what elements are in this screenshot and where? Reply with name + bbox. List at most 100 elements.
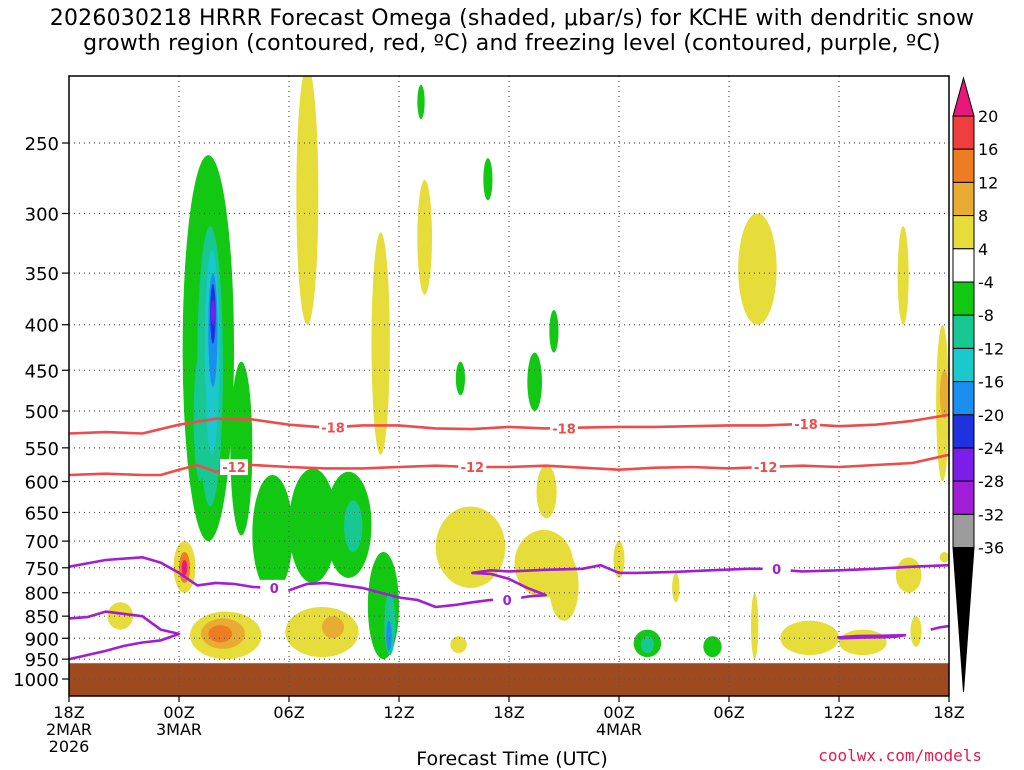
- omega-cell-48: [939, 551, 949, 563]
- omega-cell-39: [450, 636, 467, 654]
- y-tick-label: 300: [25, 204, 59, 225]
- colorbar-label: 20: [978, 107, 998, 126]
- contour-label-bg: [493, 591, 522, 608]
- x-tick-label: 18Z: [933, 703, 964, 722]
- y-tick-label: 700: [25, 532, 59, 553]
- y-tick-label: 950: [25, 650, 59, 671]
- contour-0-right: [930, 624, 949, 631]
- colorbar-bin: [952, 148, 975, 183]
- colorbar-label: 12: [978, 173, 998, 192]
- omega-cell-36: [285, 606, 359, 658]
- y-tick-label: 1000: [13, 670, 59, 691]
- contour-label-bg: [550, 420, 578, 437]
- y-tick-label: 400: [25, 316, 59, 337]
- omega-cell-46: [839, 629, 887, 656]
- contour--12: [69, 453, 949, 477]
- x-tick-label: 12Z: [383, 703, 414, 722]
- title-line-1: 2026030218 HRRR Forecast Omega (shaded, …: [49, 6, 975, 31]
- colorbar-bin: [952, 314, 975, 349]
- colorbar-under-arrow: [952, 547, 975, 693]
- omega-cell-18: [527, 352, 543, 411]
- credit-link[interactable]: coolwx.com/models: [818, 746, 982, 765]
- y-tick-label: 600: [25, 472, 59, 493]
- omega-cell-6: [193, 352, 207, 482]
- x-tick-label: 06Z: [273, 703, 304, 722]
- y-axis: 2503003504004505005506006507007508008509…: [13, 134, 69, 691]
- x-tick-label: 00Z: [163, 703, 194, 722]
- omega-cell-21: [641, 636, 654, 654]
- omega-cell-19: [455, 361, 465, 396]
- colorbar-label: -28: [978, 472, 1004, 491]
- x-axis-label: Forecast Time (UTC): [416, 748, 608, 770]
- colorbar-over-arrow: [952, 76, 975, 117]
- colorbar-bin: [952, 248, 975, 283]
- colorbar-bin: [952, 480, 975, 515]
- colorbar-label: 4: [978, 240, 988, 259]
- x-tick-label: 3MAR: [156, 720, 202, 739]
- omega-cell-23: [296, 76, 319, 325]
- omega-cell-17: [549, 309, 559, 353]
- omega-cell-26: [536, 465, 557, 519]
- x-tick-label: 2MAR: [46, 720, 92, 739]
- contour-label: 0: [772, 563, 781, 578]
- omega-cell-44: [895, 557, 922, 593]
- omega-cell-16: [483, 158, 493, 201]
- contour-label-bg: [220, 459, 248, 476]
- colorbar-bin: [952, 181, 975, 217]
- contour-label-bg: [260, 579, 289, 596]
- contour-label: 0: [270, 582, 279, 597]
- contour-label-bg: [319, 419, 347, 436]
- contour-label-bg: [458, 459, 487, 476]
- colorbar-label: -12: [978, 339, 1004, 358]
- omega-cell-38: [107, 602, 134, 630]
- ground-fill: [69, 663, 949, 696]
- colorbar-label: -4: [978, 273, 994, 292]
- contour-label: -12: [461, 461, 485, 476]
- y-tick-label: 450: [25, 361, 59, 382]
- omega-cell-41: [672, 572, 680, 603]
- chart-title: 2026030218 HRRR Forecast Omega (shaded, …: [0, 6, 1024, 56]
- omega-cell-14: [386, 620, 392, 651]
- omega-cell-22: [703, 636, 722, 658]
- x-tick-label: 06Z: [713, 703, 744, 722]
- omega-cell-50: [939, 370, 949, 419]
- omega-cell-8: [252, 474, 293, 593]
- omega-cell-25: [417, 179, 432, 295]
- colorbar-label: 16: [978, 140, 998, 159]
- x-tick-label: 18Z: [493, 703, 524, 722]
- colorbar-label: -24: [978, 439, 1004, 458]
- omega-cell-7: [230, 361, 253, 536]
- omega-cell-40: [613, 541, 625, 578]
- colorbar-legend: 20 16 12 8 4 -4 -8 -12 -16 -20 -24 -28 -32 -36: [952, 76, 1004, 693]
- contour-0-low: [69, 610, 181, 661]
- y-tick-label: 500: [25, 402, 59, 423]
- y-tick-label: 750: [25, 559, 59, 580]
- x-tick-label: 2026: [49, 737, 90, 756]
- x-tick-label: 4MAR: [596, 720, 642, 739]
- colorbar-bin: [952, 447, 975, 482]
- x-tick-label: 18Z: [53, 703, 84, 722]
- colorbar-bin: [952, 414, 975, 449]
- colorbar-label: -32: [978, 505, 1004, 524]
- colorbar-bin: [952, 513, 975, 549]
- omega-cell-15: [417, 84, 425, 120]
- omega-cell-43: [897, 226, 909, 325]
- ground-surface: [69, 663, 949, 696]
- x-tick-label: 12Z: [823, 703, 854, 722]
- contour-label-bg: [792, 415, 820, 432]
- y-tick-label: 800: [25, 584, 59, 605]
- colorbar-label: -20: [978, 406, 1004, 425]
- y-tick-label: 550: [25, 439, 59, 460]
- omega-cell-37: [322, 616, 344, 639]
- contour-0-blob: [837, 633, 907, 640]
- title-line-2: growth region (contoured, red, ºC) and f…: [83, 31, 941, 56]
- colorbar-bin: [952, 281, 975, 316]
- contour-label-bg: [762, 560, 791, 577]
- omega-cell-35: [208, 625, 233, 643]
- omega-cell-11: [344, 500, 363, 552]
- omega-shading: [107, 76, 949, 660]
- x-tick-label: 00Z: [603, 703, 634, 722]
- contour-label: 0: [503, 594, 512, 609]
